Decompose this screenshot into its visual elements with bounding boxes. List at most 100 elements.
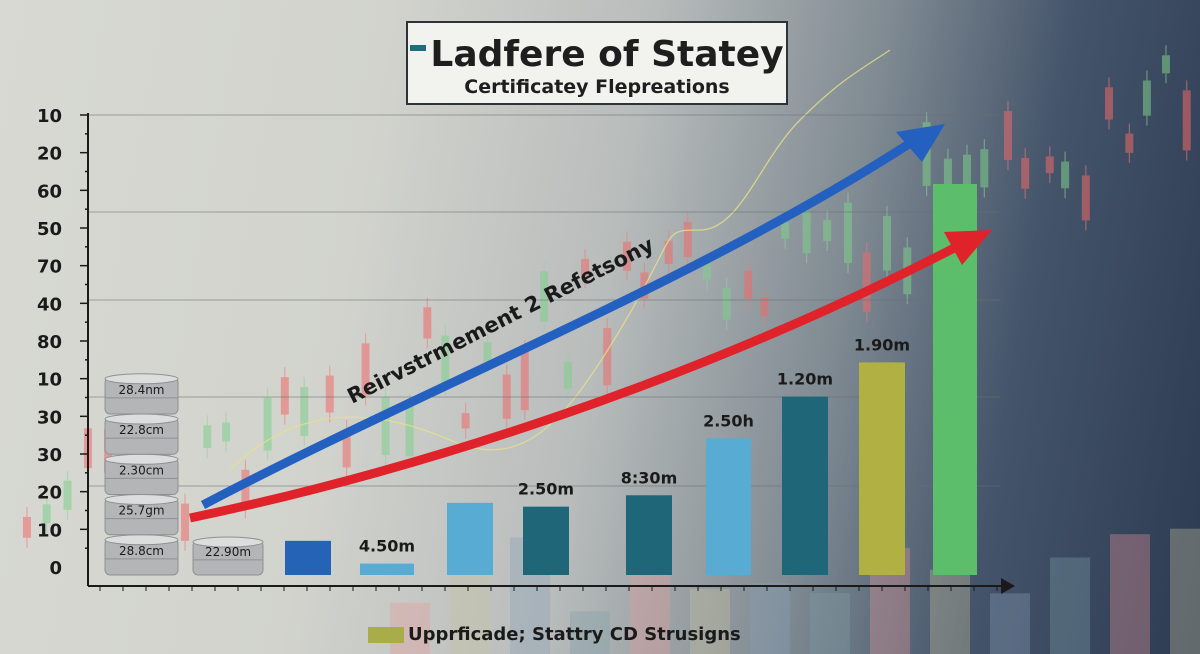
- candle-body: [1045, 156, 1054, 174]
- candle-body: [42, 504, 51, 524]
- chart-subtitle: Certificatey Flepreations: [464, 76, 730, 98]
- bar-data-label: 4.50m: [359, 537, 415, 556]
- bar-data-label: 1.90m: [854, 335, 910, 354]
- coin-label: 28.8cm: [119, 544, 164, 558]
- candle-body: [423, 307, 432, 339]
- background-bar: [810, 593, 850, 654]
- candle-body: [405, 404, 414, 457]
- candle-body: [760, 297, 769, 317]
- candle-body: [664, 240, 673, 265]
- candle-body: [63, 480, 72, 510]
- candle-body: [802, 211, 811, 254]
- coin-top: [104, 373, 179, 385]
- bar: [706, 438, 751, 575]
- y-tick-label: 10: [37, 520, 62, 541]
- candle-body: [263, 397, 272, 451]
- coin-label: 28.4nm: [118, 383, 164, 397]
- candle-body: [622, 241, 631, 271]
- bar: [523, 506, 569, 575]
- candle-body: [361, 343, 370, 396]
- candle-body: [325, 375, 334, 413]
- candle-body: [1061, 161, 1070, 189]
- candle-body: [1104, 87, 1113, 120]
- candle-body: [1003, 111, 1012, 160]
- background-bar: [630, 565, 670, 654]
- bar-data-label: 8:30m: [621, 468, 677, 487]
- legend: Upprficade; Stattry CD Strusigns: [368, 624, 741, 645]
- y-tick-label: 60: [37, 181, 62, 202]
- x-axis-arrowhead: [1001, 578, 1015, 594]
- candle-body: [483, 342, 492, 362]
- y-tick-label: 10: [37, 370, 62, 391]
- y-tick-label: 30: [37, 445, 62, 466]
- background-bar: [690, 588, 730, 654]
- coin-label: 25.7gm: [118, 504, 164, 518]
- legend-swatch: [368, 626, 404, 643]
- coin-label: 2.30cm: [119, 463, 164, 477]
- bar: [782, 396, 828, 575]
- y-tick-label: 10: [37, 106, 62, 127]
- candle-body: [980, 149, 989, 188]
- background-bar: [930, 569, 970, 654]
- candle-body: [342, 429, 351, 468]
- y-tick-label: 0: [49, 558, 62, 579]
- candle-body: [222, 422, 231, 442]
- candle-body: [1182, 90, 1191, 151]
- candle-body: [300, 386, 309, 436]
- y-tick-label: 30: [37, 407, 62, 428]
- title-box: Ladfere of Statey Certificatey Flepreati…: [406, 21, 788, 105]
- candle-body: [381, 397, 390, 455]
- coin-label: 22.90m: [205, 545, 251, 559]
- red-arrowhead: [944, 230, 992, 265]
- background-bar: [990, 593, 1030, 654]
- candle-body: [581, 258, 590, 279]
- y-tick-label: 70: [37, 257, 62, 278]
- candle-body: [882, 216, 891, 271]
- y-tick-label: 20: [37, 483, 62, 504]
- blue-trend-arrow: [200, 136, 918, 509]
- y-tick-label: 50: [37, 219, 62, 240]
- background-bar: [1170, 528, 1200, 654]
- bar-data-label: 2.50m: [518, 480, 574, 499]
- coin-stack: 22.90m: [192, 536, 264, 576]
- coin-top: [192, 536, 264, 548]
- candle-body: [603, 328, 612, 386]
- candle-body: [843, 202, 852, 264]
- bar-data-label: 2.50h: [703, 411, 754, 430]
- candle-body: [241, 469, 250, 509]
- bar-data-label: 1.20m: [777, 370, 833, 389]
- blue-arrowhead: [896, 124, 945, 162]
- candle-body: [563, 362, 572, 389]
- candle-body: [280, 377, 289, 415]
- background-candlesticks: [22, 45, 1191, 551]
- candle-body: [744, 270, 753, 299]
- candle-body: [722, 287, 731, 320]
- price-line: [229, 49, 891, 471]
- background-bar: [1110, 534, 1150, 654]
- candle-body: [1021, 157, 1030, 189]
- bar: [626, 495, 672, 575]
- bar: [285, 540, 331, 575]
- background-bar: [750, 582, 790, 654]
- candle-body: [823, 220, 832, 242]
- candle-body: [540, 271, 549, 322]
- candle-body: [1142, 80, 1151, 116]
- coin-label: 22.8cm: [119, 423, 164, 437]
- candle-body: [862, 252, 871, 312]
- candle-body: [520, 350, 529, 411]
- bar: [360, 563, 414, 575]
- candle-body: [181, 503, 190, 541]
- chart-title: Ladfere of Statey: [408, 35, 786, 75]
- bar: [447, 502, 493, 575]
- legend-label: Upprficade; Stattry CD Strusigns: [408, 624, 741, 645]
- candle-body: [1125, 133, 1134, 153]
- title-accent-mark: [410, 45, 427, 51]
- candle-body: [702, 264, 711, 280]
- background-bar: [1050, 557, 1090, 654]
- candle-body: [1081, 175, 1090, 221]
- candle-body: [203, 425, 212, 448]
- y-tick-label: 20: [37, 144, 62, 165]
- coin-stack: 28.8cm 25.7gm 2.30cm 22.8cm 28.4nm: [104, 373, 179, 576]
